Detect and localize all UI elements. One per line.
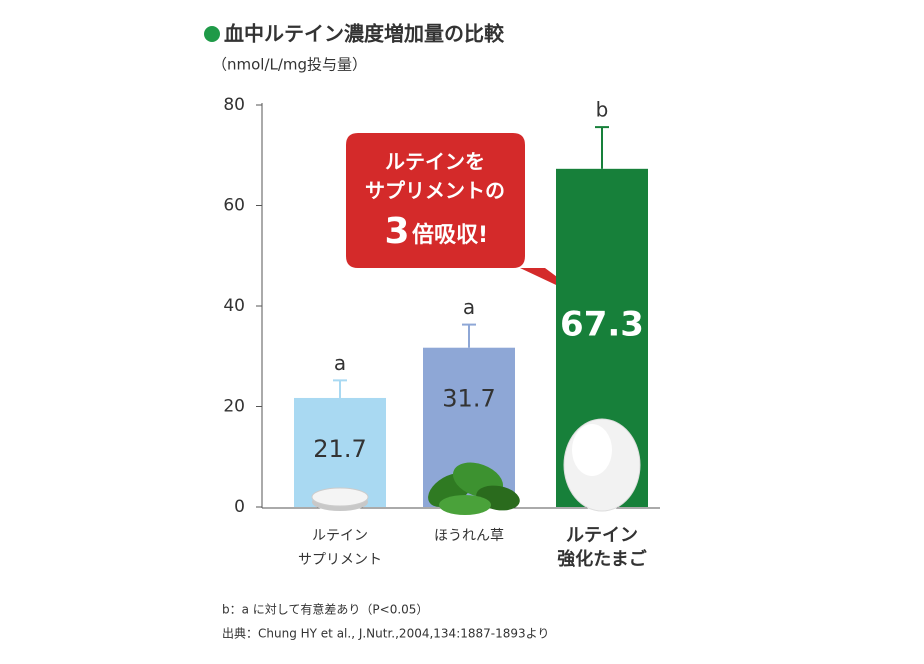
spinach-illustration: [428, 462, 520, 515]
y-tick-label: 80: [223, 95, 245, 115]
significance-label: a: [334, 351, 346, 375]
x-tick-label: ルテイン: [566, 525, 638, 546]
significance-label: a: [463, 295, 475, 319]
value-label: 67.3: [560, 304, 644, 344]
x-tick-label: ほうれん草: [434, 528, 504, 544]
significance-label: b: [596, 98, 609, 122]
callout-line: ルテインを: [385, 150, 485, 174]
egg-illustration: [563, 418, 641, 512]
tablet-illustration: [311, 487, 369, 511]
chart-subtitle: （nmol/L/mg投与量）: [212, 56, 367, 74]
y-tick-label: 0: [234, 497, 245, 517]
footnote: b：a に対して有意差あり（P<0.05）: [222, 602, 428, 617]
title-bullet: [204, 26, 220, 42]
x-tick-label: サプリメント: [298, 552, 382, 568]
callout-bubble: [346, 133, 588, 300]
x-tick-label: ルテイン: [312, 528, 368, 544]
chart-title: 血中ルテイン濃度増加量の比較: [224, 22, 505, 46]
callout-text: 倍吸収!: [412, 222, 488, 248]
callout-number: 3: [384, 211, 409, 252]
value-label: 21.7: [313, 435, 366, 463]
callout-line: サプリメントの: [365, 179, 505, 203]
y-tick-label: 60: [223, 196, 245, 216]
value-label: 31.7: [442, 385, 495, 413]
y-tick-label: 20: [223, 397, 245, 417]
footnote: 出典：Chung HY et al., J.Nutr.,2004,134:188…: [222, 627, 549, 641]
y-tick-label: 40: [223, 296, 245, 316]
x-tick-label: 強化たまご: [557, 548, 646, 570]
